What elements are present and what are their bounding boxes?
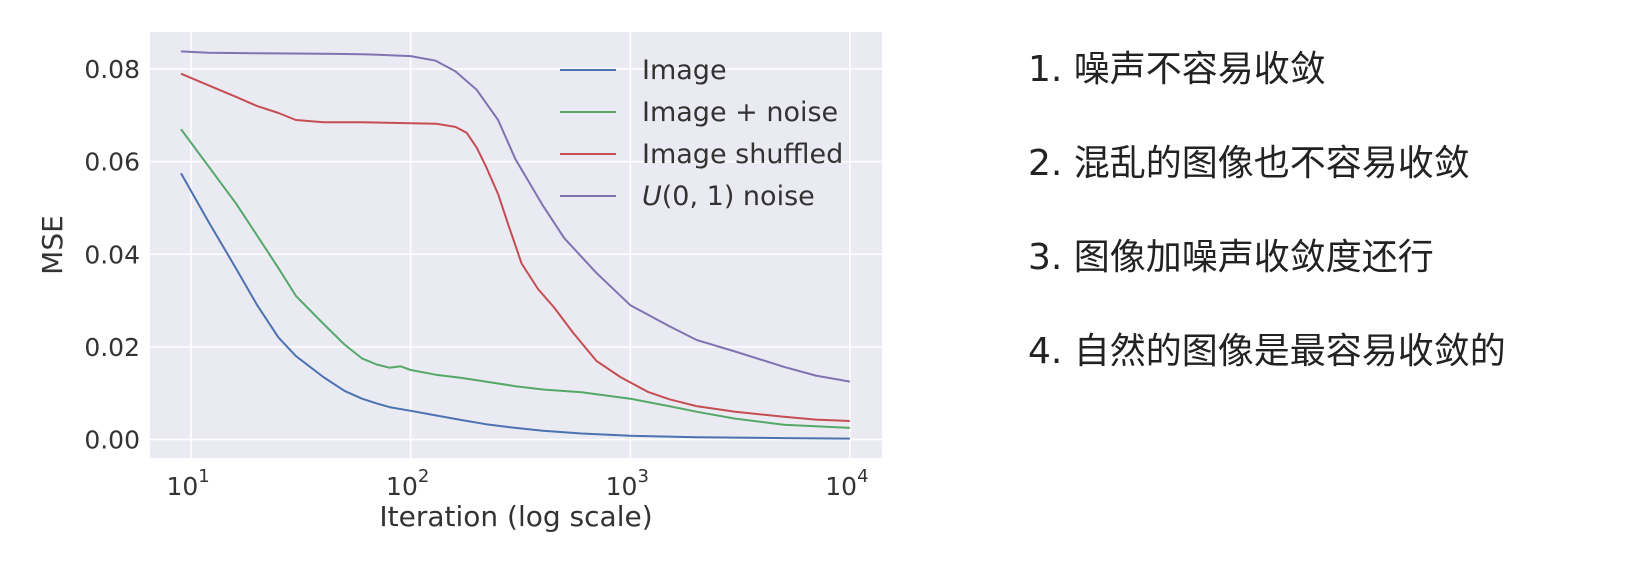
y-tick-label: 0.06 — [84, 148, 140, 177]
legend-label: Image shuffled — [642, 139, 843, 170]
mse-chart: 0.00 0.02 0.04 0.06 0.08 101 102 103 104 Iterat… — [36, 32, 882, 533]
series-line-2 — [180, 128, 850, 429]
x-tick-label: 102 — [386, 466, 429, 501]
note-item-1: 1. 噪声不容易收敛 — [1028, 49, 1326, 90]
x-axis-label: Iteration (log scale) — [379, 500, 652, 533]
y-tick-label: 0.08 — [84, 55, 140, 84]
legend-label: Image + noise — [642, 97, 838, 128]
note-item-4: 4. 自然的图像是最容易收敛的 — [1028, 331, 1506, 372]
y-tick-label: 0.02 — [84, 333, 140, 362]
grid-lines — [150, 32, 882, 458]
x-tick-label: 103 — [606, 466, 649, 501]
series-line-1 — [180, 172, 850, 440]
series-line-3 — [180, 72, 850, 422]
y-axis-label: MSE — [36, 215, 69, 275]
note-item-3: 3. 图像加噪声收敛度还行 — [1028, 237, 1434, 278]
note-item-2: 2. 混乱的图像也不容易收敛 — [1028, 143, 1470, 184]
legend-label: Image — [642, 55, 727, 86]
y-tick-labels: 0.00 0.02 0.04 0.06 0.08 — [84, 55, 140, 454]
series-line-4 — [180, 50, 851, 383]
notes-list: 1. 噪声不容易收敛 2. 混乱的图像也不容易收敛 3. 图像加噪声收敛度还行 … — [1028, 48, 1628, 424]
x-tick-label: 104 — [825, 466, 868, 501]
y-tick-label: 0.00 — [84, 425, 140, 454]
legend-label: U(0, 1) noise — [642, 181, 815, 212]
series-lines — [180, 50, 851, 440]
x-tick-labels: 101 102 103 104 — [166, 466, 868, 501]
chart-svg: 0.00 0.02 0.04 0.06 0.08 101 102 103 104 Iterat… — [36, 32, 882, 533]
y-tick-label: 0.04 — [84, 240, 140, 269]
legend: Image Image + noise Image shuffled U(0, 1) … — [560, 55, 843, 212]
x-tick-label: 101 — [166, 466, 209, 501]
